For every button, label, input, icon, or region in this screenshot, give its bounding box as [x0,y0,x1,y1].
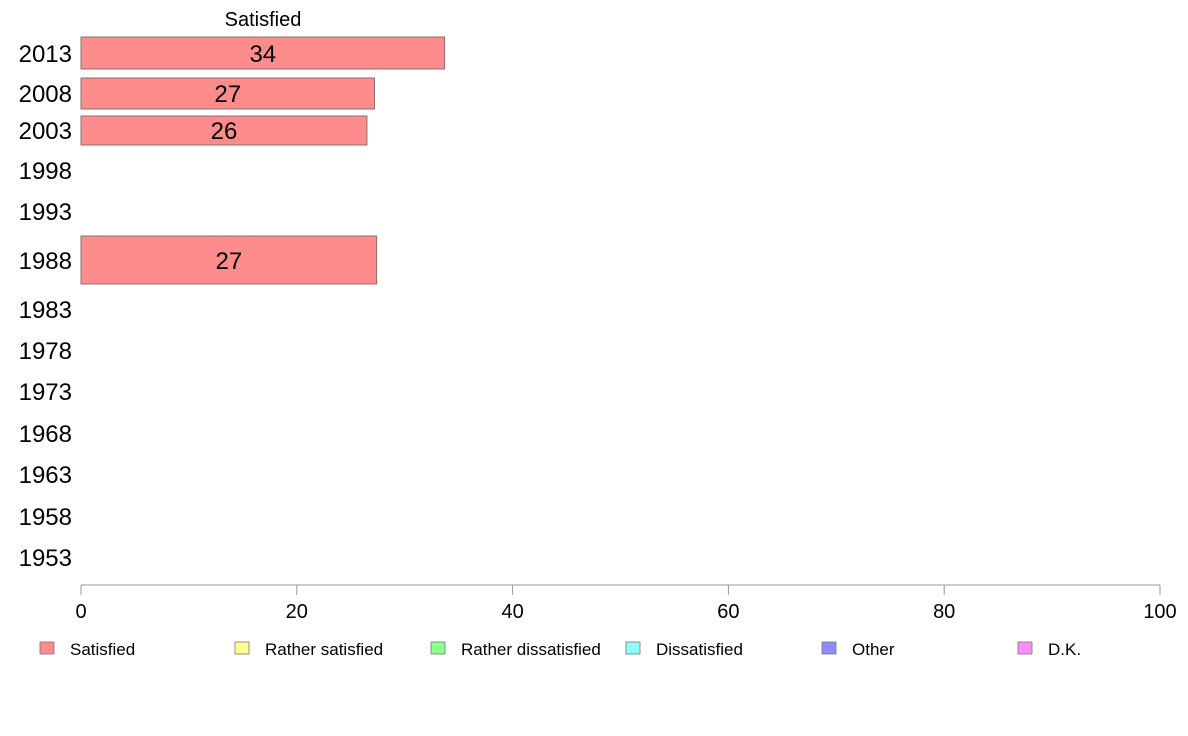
legend-label-d-k: D.K. [1048,640,1081,659]
year-label-1993: 1993 [19,199,72,226]
year-label-2003: 2003 [19,118,72,145]
x-tick-label-80: 80 [933,601,955,623]
year-label-2013: 2013 [19,41,72,68]
bar-label-2008: 27 [214,81,241,108]
legend-label-other: Other [852,640,895,659]
bar-label-1988: 27 [215,248,242,275]
year-label-1988: 1988 [19,248,72,275]
x-tick-label-60: 60 [717,601,739,623]
bar-2003-satisfied [80,115,368,146]
year-label-1958: 1958 [19,504,72,531]
year-label-1978: 1978 [19,338,72,365]
bar-2013-satisfied [80,36,446,70]
x-tick-label-0: 0 [75,601,86,623]
legend-swatch-satisfied [39,641,55,655]
legend: Satisfied Rather satisfied Rather dissatis… [39,640,1081,659]
bars: 34 27 26 27 [80,36,446,285]
year-labels: 2013 2008 2003 1998 1993 1988 1983 1978 1973 1968… [19,41,72,572]
x-axis: 0 20 40 60 80 100 [75,584,1177,623]
legend-swatch-rather-satisfied [234,641,250,655]
year-label-1973: 1973 [19,379,72,406]
column-header: Satisfied [225,9,302,31]
year-label-1953: 1953 [19,545,72,572]
year-label-1968: 1968 [19,421,72,448]
x-tick-label-100: 100 [1143,601,1176,623]
legend-label-rather-dissatisfied: Rather dissatisfied [461,640,601,659]
x-tick-label-40: 40 [501,601,523,623]
year-label-1983: 1983 [19,297,72,324]
legend-swatch-rather-dissatisfied [430,641,446,655]
legend-swatch-dissatisfied [625,641,641,655]
bar-label-2003: 26 [211,118,238,145]
legend-swatch-d-k [1017,641,1033,655]
year-label-1998: 1998 [19,158,72,185]
legend-label-dissatisfied: Dissatisfied [656,640,743,659]
year-label-1963: 1963 [19,462,72,489]
legend-swatch-other [821,641,837,655]
legend-label-rather-satisfied: Rather satisfied [265,640,383,659]
bar-label-2013: 34 [249,41,276,68]
legend-label-satisfied: Satisfied [70,640,135,659]
bar-2008-satisfied [80,77,375,110]
year-label-2008: 2008 [19,81,72,108]
bar-1988-satisfied [80,235,378,285]
x-tick-label-20: 20 [286,601,308,623]
